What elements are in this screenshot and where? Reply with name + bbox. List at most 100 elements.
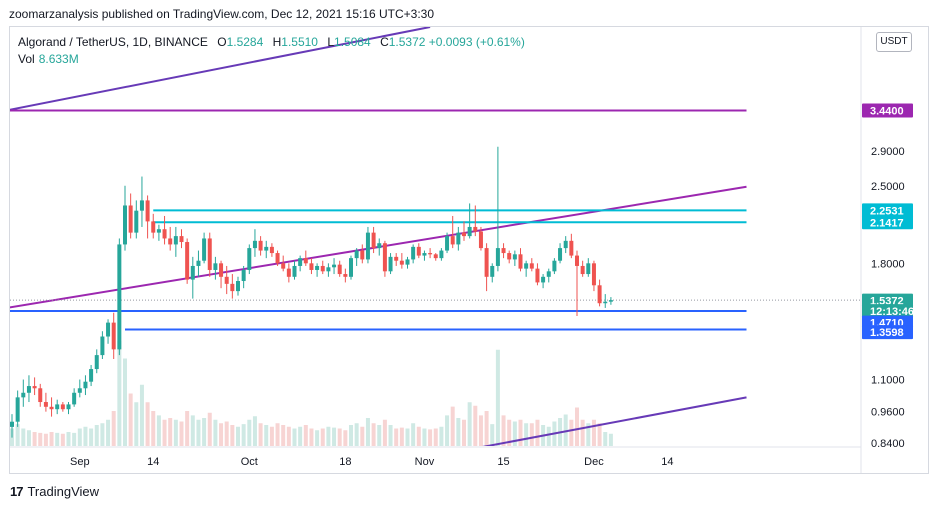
volume-bar: [343, 430, 348, 446]
price-tag: [862, 215, 913, 230]
x-tick-label: 14: [147, 456, 159, 468]
candle-body: [473, 226, 478, 232]
line-lower-channel: [482, 396, 747, 446]
volume-bar: [439, 426, 444, 446]
candle-body: [332, 264, 337, 268]
tradingview-brand[interactable]: 17 TradingView: [10, 484, 99, 499]
candle-body: [60, 404, 65, 410]
candle-body: [89, 369, 94, 382]
volume-bar: [365, 418, 370, 446]
volume-bar: [546, 426, 551, 446]
volume-bar: [473, 405, 478, 446]
candle-body: [360, 250, 365, 260]
candle-body: [422, 253, 427, 256]
candle-body: [529, 263, 534, 269]
volume-legend: Vol 8.633M: [18, 52, 79, 66]
volume-bar: [597, 423, 602, 446]
candle-body: [247, 248, 252, 270]
price-tag-label: 2.2531: [870, 205, 904, 217]
volume-bar: [405, 428, 410, 446]
x-tick-label: Dec: [584, 456, 604, 468]
volume-bar: [411, 423, 416, 446]
volume-bar: [156, 415, 161, 446]
candle-body: [343, 274, 348, 277]
high-label: H: [272, 35, 282, 49]
y-tick-label: 0.9600: [871, 407, 905, 419]
candle-body: [580, 265, 585, 275]
volume-bar: [332, 427, 337, 446]
y-tick-label: 1.1000: [871, 375, 905, 387]
volume-bar: [60, 433, 65, 446]
volume-bar: [258, 423, 263, 446]
drawing-lines-layer: [10, 27, 860, 446]
volume-bar: [286, 426, 291, 446]
volume-bar: [21, 428, 26, 446]
volume-bar: [575, 407, 579, 446]
line-middle-channel: [10, 185, 747, 309]
volume-bar: [111, 411, 116, 446]
volume-bar: [462, 419, 466, 446]
candle-body: [484, 248, 489, 277]
candle-body: [72, 392, 77, 405]
candle-body: [490, 265, 495, 277]
volume-bar: [66, 432, 71, 446]
volume-bar: [202, 418, 207, 446]
candle-body: [286, 268, 291, 277]
volume-bar: [535, 419, 540, 446]
volume-bar: [213, 419, 218, 446]
published-caption: zoomarzanalysis published on TradingView…: [9, 7, 435, 21]
candle-body: [117, 244, 122, 350]
candle-body: [292, 265, 297, 277]
low-label: L: [327, 35, 335, 49]
volume-bar: [377, 425, 382, 446]
candle-body: [439, 250, 444, 259]
volume-bar: [128, 393, 133, 446]
candle-body: [445, 236, 450, 251]
candle-body: [269, 246, 274, 254]
candle-body: [501, 248, 506, 254]
y-tick-label: 0.8400: [871, 438, 905, 450]
candle-body: [252, 240, 257, 249]
x-tick-label: Nov: [415, 456, 435, 468]
candle-body: [224, 276, 229, 284]
x-tick-label: 15: [497, 456, 509, 468]
volume-bar: [241, 424, 246, 446]
low-value: 1.5084: [334, 35, 371, 49]
candle-body: [298, 258, 303, 266]
candle-body: [309, 263, 314, 270]
candle-body: [558, 248, 563, 261]
volume-bar: [512, 421, 517, 446]
candle-body: [450, 236, 455, 245]
volume-bar: [134, 402, 139, 446]
candle-body: [535, 268, 540, 283]
volume-bar: [151, 411, 156, 446]
candle-body: [66, 404, 71, 410]
candle-body: [55, 404, 60, 410]
volume-bar: [501, 415, 506, 446]
volume-bar: [106, 419, 111, 446]
volume-bar: [529, 423, 534, 446]
candle-body: [230, 283, 235, 292]
candle-body: [541, 276, 546, 283]
currency-button[interactable]: USDT: [876, 32, 912, 52]
candle-body: [462, 232, 466, 237]
volume-bar: [484, 411, 489, 446]
x-tick-label: 14: [661, 456, 673, 468]
close-value: 1.5372: [388, 35, 426, 49]
volume-bar: [608, 433, 613, 446]
volume-bar: [360, 426, 365, 446]
candle-body: [428, 253, 433, 255]
x-tick-label: Sep: [70, 456, 90, 468]
candle-body: [575, 255, 579, 266]
candle-body: [495, 248, 500, 266]
candle-body: [21, 392, 26, 398]
price-tag-label: 3.4400: [870, 105, 904, 117]
candle-body: [111, 322, 116, 350]
price-tag: [862, 103, 913, 118]
volume-bar: [185, 411, 190, 446]
y-tick-label: 2.5000: [871, 181, 905, 193]
candle-body: [151, 221, 156, 233]
volume-bar: [399, 427, 404, 446]
candle-body: [83, 381, 88, 389]
